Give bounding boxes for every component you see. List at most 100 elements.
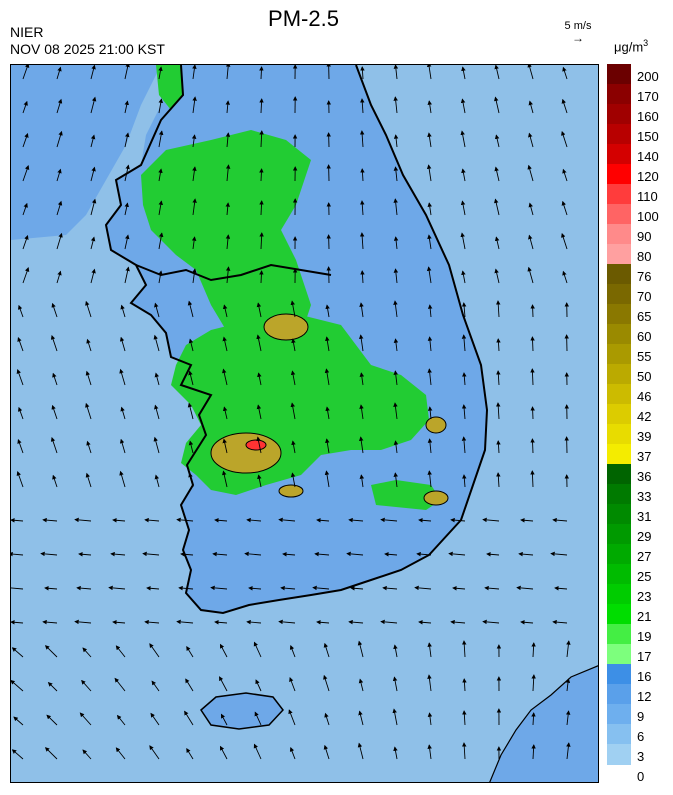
wind-arrow-icon (154, 302, 160, 318)
concentration-map[interactable] (10, 64, 599, 783)
wind-arrow-icon (393, 198, 398, 216)
wind-arrow-icon (380, 517, 398, 523)
wind-arrow-icon (325, 304, 330, 318)
wind-arrow-icon (158, 130, 164, 148)
wind-arrow-icon (325, 336, 330, 352)
wind-arrow-icon (56, 130, 63, 148)
wind-arrow-icon (119, 470, 126, 488)
wind-arrow-icon (47, 681, 58, 692)
wind-arrow-icon (86, 440, 92, 454)
wind-arrow-icon (495, 402, 501, 420)
wind-arrow-icon (212, 551, 228, 557)
legend-swatch (607, 744, 631, 765)
wind-arrow-icon (427, 744, 432, 760)
wind-arrow-icon (219, 676, 228, 692)
wind-arrow-icon (531, 642, 536, 658)
wind-arrow-icon (566, 640, 571, 658)
wind-arrow-icon (358, 710, 364, 726)
wind-arrow-icon (248, 586, 262, 591)
legend-label: 80 (637, 249, 652, 264)
wind-arrow-icon (115, 645, 126, 658)
wind-arrow-icon (291, 440, 296, 454)
wind-arrow-icon (11, 679, 24, 692)
wind-arrow-icon (392, 676, 398, 692)
wind-arrow-icon (90, 134, 96, 148)
wind-arrow-icon (225, 100, 231, 114)
page-title: PM-2.5 (268, 6, 339, 31)
wind-arrow-icon (120, 304, 126, 318)
legend-swatch (607, 644, 631, 665)
wind-arrow-icon (114, 677, 126, 692)
wind-arrow-icon (316, 620, 330, 625)
legend-label: 160 (637, 109, 659, 124)
wind-arrow-icon (178, 585, 194, 591)
wind-arrow-icon (530, 304, 535, 318)
wind-arrow-icon (255, 679, 262, 692)
wind-arrow-icon (219, 643, 228, 658)
wind-arrow-icon (79, 712, 92, 726)
wind-arrow-icon (427, 132, 432, 148)
wind-arrow-icon (222, 336, 228, 352)
legend-label: 36 (637, 469, 652, 484)
wind-arrow-icon (278, 517, 296, 523)
wind-arrow-icon (414, 585, 432, 591)
legend-swatch (607, 264, 631, 285)
wind-arrow-icon (222, 470, 228, 488)
wind-arrow-icon (550, 551, 568, 557)
wind-arrow-icon (360, 168, 365, 182)
wind-arrow-icon (246, 619, 262, 625)
wind-arrow-icon (220, 713, 228, 726)
wind-arrow-icon (17, 438, 24, 454)
wind-arrow-icon (11, 749, 24, 760)
wind-arrow-icon (90, 96, 97, 114)
wind-arrow-icon (11, 587, 24, 590)
wind-arrow-icon (56, 200, 63, 216)
wind-arrow-icon (259, 232, 264, 250)
wind-arrow-icon (191, 236, 197, 250)
wind-arrow-icon (393, 166, 399, 182)
wind-arrow-icon (191, 134, 197, 148)
wind-arrow-icon (427, 642, 432, 658)
wind-arrow-icon (52, 474, 58, 488)
wind-arrow-icon (74, 619, 92, 625)
legend-swatch (607, 184, 631, 205)
wind-arrow-icon (50, 436, 58, 454)
wind-arrow-icon (149, 745, 160, 760)
wind-arrow-icon (259, 270, 264, 284)
wind-arrow-icon (461, 436, 467, 454)
wind-arrow-icon (222, 438, 228, 454)
legend-swatch (607, 64, 631, 85)
wind-arrow-icon (115, 747, 126, 760)
agency-name: NIER (10, 24, 44, 40)
wind-arrow-icon (427, 712, 433, 726)
wind-reference-arrow-icon: → (572, 31, 584, 45)
wind-reference: 5 m/s → (556, 20, 600, 44)
wind-arrow-icon (259, 98, 264, 114)
wind-arrow-icon (192, 268, 197, 284)
wind-arrow-icon (289, 746, 296, 760)
wind-arrow-icon (460, 232, 466, 250)
legend-swatch (607, 664, 631, 685)
wind-arrow-icon (348, 517, 364, 523)
legend-swatch (607, 144, 631, 165)
wind-arrow-icon (561, 130, 568, 148)
wind-arrow-icon (259, 66, 264, 80)
wind-arrow-icon (393, 746, 398, 760)
wind-arrow-icon (81, 679, 92, 692)
wind-arrow-icon (256, 302, 262, 318)
green-zone-southeast (371, 480, 441, 510)
legend-label: 110 (637, 189, 658, 204)
wind-arrow-icon (187, 402, 194, 420)
color-legend (607, 64, 631, 765)
wind-arrow-icon (325, 438, 330, 454)
wind-arrow-icon (153, 334, 160, 352)
wind-arrow-icon (22, 234, 29, 250)
wind-arrow-icon (85, 300, 92, 318)
wind-arrow-icon (253, 743, 262, 760)
wind-arrow-icon (427, 100, 432, 114)
wind-arrow-icon (22, 267, 30, 284)
hotspot-seoul (263, 313, 309, 341)
wind-arrow-icon (461, 66, 466, 80)
wind-arrow-icon (290, 370, 296, 386)
legend-label: 12 (637, 689, 652, 704)
